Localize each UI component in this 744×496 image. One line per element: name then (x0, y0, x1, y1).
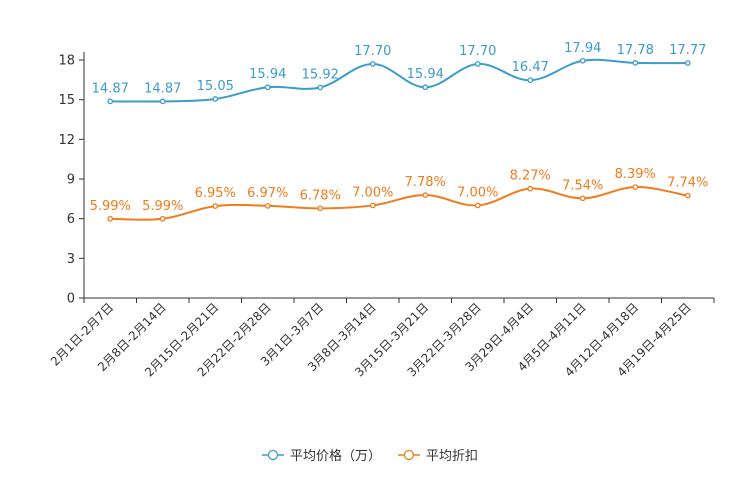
series-2: 5.99% 5.99% 6.95% 6.97% 6.78% 7.00% 7.78% 7.00%… (90, 167, 708, 222)
data-point[interactable] (422, 192, 429, 198)
y-tick-label: 12 (58, 133, 75, 148)
data-point[interactable] (474, 61, 481, 67)
data-point[interactable] (264, 84, 271, 91)
data-point[interactable] (369, 202, 376, 209)
data-label: 7.78% (405, 175, 446, 190)
data-point[interactable] (527, 185, 534, 192)
data-label: 7.54% (562, 178, 603, 193)
data-point[interactable] (527, 77, 534, 84)
data-label: 5.99% (142, 199, 183, 214)
data-label: 17.94 (564, 41, 601, 56)
legend-item-1[interactable]: 平均价格（万） (262, 448, 381, 464)
data-point[interactable] (632, 60, 639, 66)
data-label: 15.94 (249, 67, 286, 82)
data-point[interactable] (159, 98, 166, 105)
data-label: 8.27% (510, 169, 551, 184)
data-label: 14.87 (92, 81, 129, 96)
data-label: 7.00% (457, 185, 498, 200)
data-point[interactable] (212, 203, 219, 209)
data-label: 17.77 (669, 43, 706, 58)
data-point[interactable] (632, 184, 639, 190)
legend-label: 平均折扣 (426, 449, 478, 464)
data-point[interactable] (107, 215, 114, 222)
y-tick-label: 6 (67, 212, 75, 227)
legend-marker-icon (267, 449, 279, 461)
data-point[interactable] (317, 205, 324, 212)
data-label: 7.00% (352, 185, 393, 200)
data-point[interactable] (422, 84, 429, 91)
data-label: 14.87 (144, 81, 181, 96)
data-label: 17.78 (617, 43, 654, 58)
y-tick-label: 18 (58, 54, 75, 69)
series-line (110, 186, 688, 221)
y-tick-label: 3 (67, 252, 75, 267)
data-point[interactable] (579, 195, 586, 202)
data-label: 5.99% (90, 199, 131, 214)
series-1: 14.87 14.87 15.05 15.94 15.92 17.70 15.94 17.70… (92, 41, 706, 105)
series-layer: 14.87 14.87 15.05 15.94 15.92 17.70 15.94 17.70… (90, 41, 708, 222)
data-label: 15.05 (197, 79, 234, 94)
data-label: 8.39% (615, 167, 656, 182)
data-label: 17.70 (459, 44, 496, 59)
data-point[interactable] (212, 96, 219, 102)
data-label: 7.74% (667, 176, 708, 191)
legend[interactable]: 平均价格（万） 平均折扣 (262, 448, 478, 464)
data-point[interactable] (474, 202, 481, 209)
data-label: 15.92 (302, 68, 339, 83)
y-tick-label: 9 (67, 173, 75, 188)
data-label: 15.94 (407, 67, 444, 82)
data-point[interactable] (159, 215, 166, 222)
legend-marker-icon (403, 449, 415, 461)
data-label: 6.78% (300, 188, 341, 203)
data-label: 6.95% (195, 186, 236, 201)
legend-label: 平均价格（万） (290, 448, 381, 464)
data-point[interactable] (264, 202, 271, 209)
data-point[interactable] (579, 57, 586, 64)
data-point[interactable] (684, 60, 691, 66)
data-point[interactable] (317, 84, 324, 91)
y-tick-label: 15 (58, 93, 75, 108)
data-label: 6.97% (247, 186, 288, 201)
data-label: 17.70 (354, 44, 391, 59)
data-point[interactable] (369, 61, 376, 67)
data-point[interactable] (107, 98, 114, 105)
legend-item-2[interactable]: 平均折扣 (398, 449, 478, 464)
y-tick-label: 0 (67, 292, 75, 307)
data-label: 16.47 (512, 60, 549, 75)
data-point[interactable] (684, 192, 691, 199)
